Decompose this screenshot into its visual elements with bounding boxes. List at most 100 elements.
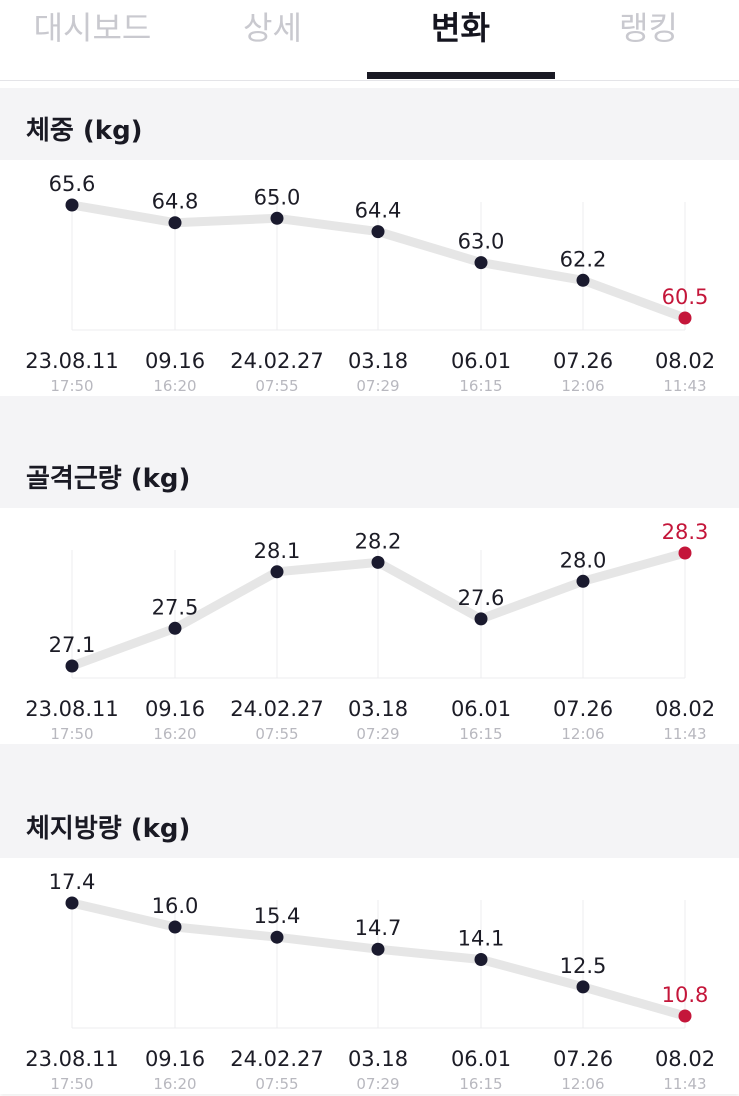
muscle-chart-card: 27.1 27.5 28.1 28.2 27.6 28.0 28.3 23.08.11 17:5… (0, 508, 739, 744)
data-point (65, 659, 79, 673)
x-tick-time: 16:15 (459, 725, 502, 743)
fat-chart: 17.4 16.0 15.4 14.7 14.1 12.5 10.8 23.08.11 17:5… (25, 870, 715, 1093)
data-point (474, 612, 488, 626)
x-tick-time: 17:50 (50, 1075, 93, 1093)
active-tab-indicator (367, 72, 555, 79)
fat-section-header: 체지방량 (kg) (0, 786, 739, 858)
x-tick-label: 24.02.27 (230, 697, 324, 721)
data-point (371, 942, 385, 956)
data-point (371, 225, 385, 239)
value-label: 15.4 (254, 904, 301, 928)
fat-section-title: 체지방량 (kg) (26, 814, 191, 844)
value-label: 12.5 (560, 954, 607, 978)
value-label: 28.0 (560, 548, 607, 572)
data-point (474, 953, 488, 966)
weight-chart-card: 65.6 64.8 65.0 64.4 63.0 62.2 60.5 23.08.11 17:5… (0, 160, 739, 396)
data-point (168, 920, 182, 934)
data-point (678, 1009, 692, 1023)
tab-ranking[interactable]: 랭킹 (619, 9, 678, 47)
x-tick-time: 11:43 (663, 377, 706, 395)
value-label: 16.0 (152, 894, 199, 918)
weight-section-header: 체중 (kg) (0, 88, 739, 160)
x-tick-label: 24.02.27 (230, 1047, 324, 1071)
data-point (576, 980, 590, 994)
x-tick-time: 12:06 (561, 377, 604, 395)
x-tick-time: 16:20 (153, 377, 196, 395)
data-point (168, 216, 182, 230)
x-tick-label: 07.26 (553, 349, 613, 373)
x-tick-time: 11:43 (663, 725, 706, 743)
value-label: 64.8 (152, 190, 199, 214)
x-tick-label: 08.02 (655, 1047, 715, 1071)
value-label: 28.2 (355, 529, 402, 553)
value-label: 17.4 (49, 870, 96, 894)
x-tick-time: 16:15 (459, 1075, 502, 1093)
x-tick-label: 09.16 (145, 697, 205, 721)
x-tick-label: 08.02 (655, 697, 715, 721)
x-tick-time: 17:50 (50, 725, 93, 743)
data-point (576, 273, 590, 287)
value-label: 65.6 (49, 172, 96, 196)
x-tick-label: 08.02 (655, 349, 715, 373)
x-tick-label: 03.18 (348, 349, 408, 373)
x-tick-time: 12:06 (561, 1075, 604, 1093)
x-tick-label: 06.01 (451, 697, 511, 721)
x-tick-label: 06.01 (451, 349, 511, 373)
x-tick-time: 16:15 (459, 377, 502, 395)
x-tick-time: 07:29 (356, 1075, 399, 1093)
value-label: 14.7 (355, 916, 402, 940)
x-tick-label: 23.08.11 (25, 697, 119, 721)
x-tick-label: 23.08.11 (25, 349, 119, 373)
data-point (474, 256, 488, 270)
x-tick-time: 07:55 (255, 377, 298, 395)
x-tick-label: 23.08.11 (25, 1047, 119, 1071)
data-point (270, 930, 284, 944)
weight-chart: 65.6 64.8 65.0 64.4 63.0 62.2 60.5 23.08.11 17:5… (25, 172, 715, 395)
muscle-section-header: 골격근량 (kg) (0, 436, 739, 508)
value-label: 27.5 (152, 595, 199, 619)
tab-dashboard[interactable]: 대시보드 (33, 9, 152, 47)
value-label: 10.8 (662, 983, 709, 1007)
x-tick-time: 07:55 (255, 725, 298, 743)
value-label: 28.3 (662, 520, 709, 544)
fat-chart-card: 17.4 16.0 15.4 14.7 14.1 12.5 10.8 23.08.11 17:5… (0, 858, 739, 1094)
x-tick-time: 11:43 (663, 1075, 706, 1093)
data-point (576, 574, 590, 588)
data-point (270, 565, 284, 579)
tab-bar: 대시보드 상세 변화 랭킹 (0, 0, 739, 81)
value-label: 28.1 (254, 539, 301, 563)
x-tick-time: 17:50 (50, 377, 93, 395)
x-tick-time: 07:29 (356, 377, 399, 395)
x-tick-time: 07:55 (255, 1075, 298, 1093)
value-label: 27.1 (49, 633, 96, 657)
section-gap (0, 396, 739, 436)
data-point (371, 555, 385, 569)
muscle-section-title: 골격근량 (kg) (26, 464, 191, 494)
x-tick-label: 24.02.27 (230, 349, 324, 373)
x-tick-time: 07:29 (356, 725, 399, 743)
x-tick-label: 09.16 (145, 1047, 205, 1071)
section-gap (0, 744, 739, 786)
x-tick-time: 16:20 (153, 725, 196, 743)
data-point (65, 198, 79, 212)
x-tick-label: 07.26 (553, 1047, 613, 1071)
value-label: 60.5 (662, 285, 709, 309)
muscle-chart: 27.1 27.5 28.1 28.2 27.6 28.0 28.3 23.08.11 17:5… (25, 520, 715, 743)
tab-change[interactable]: 변화 (431, 9, 490, 47)
value-label: 62.2 (560, 247, 607, 271)
x-tick-time: 12:06 (561, 725, 604, 743)
value-label: 14.1 (458, 927, 505, 951)
value-label: 63.0 (458, 230, 505, 254)
x-tick-label: 06.01 (451, 1047, 511, 1071)
data-point (168, 621, 182, 635)
x-tick-label: 07.26 (553, 697, 613, 721)
data-point (678, 546, 692, 560)
value-label: 64.4 (355, 199, 402, 223)
weight-section-title: 체중 (kg) (26, 116, 143, 146)
tab-detail[interactable]: 상세 (243, 9, 302, 47)
x-tick-label: 03.18 (348, 697, 408, 721)
data-point (65, 896, 79, 910)
x-tick-label: 03.18 (348, 1047, 408, 1071)
value-label: 65.0 (254, 185, 301, 209)
x-tick-label: 09.16 (145, 349, 205, 373)
